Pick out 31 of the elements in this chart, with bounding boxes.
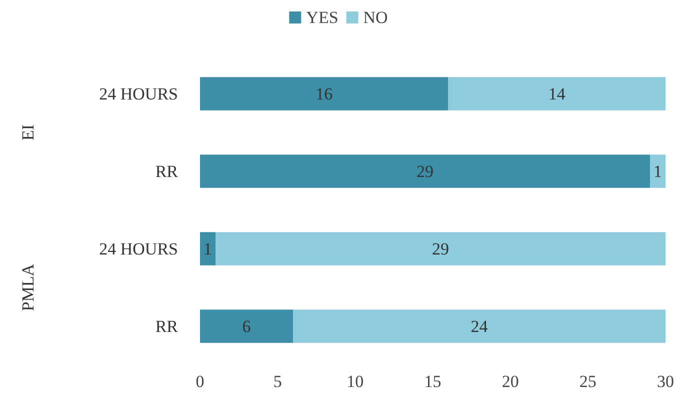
bar	[200, 154, 650, 188]
data-label: 1	[653, 162, 662, 181]
x-tick-label: 5	[273, 372, 282, 391]
y-tick-label: 24 HOURS	[99, 239, 178, 258]
data-label: 24	[470, 316, 488, 336]
x-tick-label: 30	[657, 372, 674, 391]
bar	[448, 77, 666, 110]
bar	[200, 232, 216, 266]
x-tick-label: 25	[579, 372, 596, 391]
text: PMLA	[18, 263, 38, 312]
bar	[650, 154, 666, 188]
bar	[200, 310, 294, 343]
bar	[293, 310, 666, 343]
y-tick-label: RR	[155, 316, 179, 336]
y-tick-label: RR	[155, 162, 179, 181]
data-label: 14	[548, 84, 566, 104]
x-tick-label: 15	[424, 372, 442, 391]
y-tick-label: 24 HOURS	[99, 84, 178, 104]
x-tick-label: 20	[502, 372, 519, 391]
data-label: 1	[204, 239, 212, 258]
bar	[216, 232, 666, 266]
data-label: 6	[242, 316, 251, 336]
data-label: 29	[432, 239, 450, 258]
text: EI	[18, 124, 38, 141]
legend-label: YES	[306, 8, 338, 27]
x-tick-label: 10	[346, 372, 364, 391]
bar	[200, 77, 448, 110]
data-label: 29	[416, 162, 434, 181]
legend-label: NO	[363, 8, 388, 27]
x-tick-label: 0	[196, 372, 204, 391]
data-label: 16	[316, 84, 333, 104]
